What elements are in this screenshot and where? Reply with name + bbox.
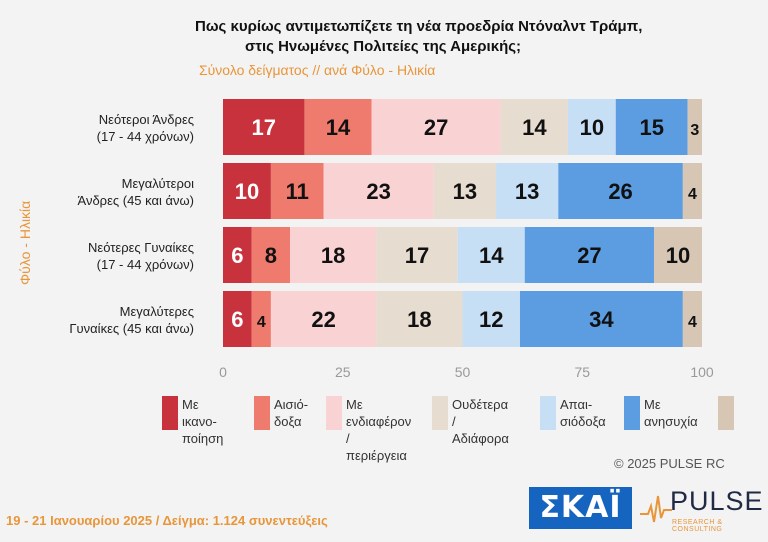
bar-segment — [524, 227, 655, 283]
bar-segment — [615, 99, 688, 155]
data-label: 6 — [231, 243, 243, 268]
legend-swatch — [326, 396, 342, 430]
x-tick-label: 25 — [335, 364, 351, 380]
legend-label: Αισιό- δοξα — [274, 397, 309, 429]
stacked-bar-chart: Νεότεροι Άνδρες (17 - 44 χρόνων) Μεγαλύτερ… — [69, 99, 714, 380]
survey-footer: 19 - 21 Ιανουαρίου 2025 / Δείγμα: 1.124 … — [6, 513, 328, 528]
data-label: 6 — [231, 307, 243, 332]
legend-label: Ουδέτερα / Αδιάφορα — [452, 397, 509, 446]
data-label: 4 — [257, 314, 266, 331]
bar-segment — [290, 227, 377, 283]
bar-segment — [457, 227, 525, 283]
data-label: 10 — [666, 243, 690, 268]
legend-label: Με ενδιαφέρον / περιέργεια — [346, 397, 412, 463]
bar-segment — [433, 163, 497, 219]
legend-swatch — [254, 396, 270, 430]
bar-segment — [654, 227, 702, 283]
legend-swatch — [624, 396, 640, 430]
pulse-wave-icon — [640, 495, 672, 523]
pulse-logo-subtext: RESEARCH & CONSULTING — [672, 519, 723, 533]
chart-title-line1: Πως κυρίως αντιμετωπίζετε τη νέα προεδρί… — [195, 18, 643, 35]
x-tick-label: 50 — [455, 364, 471, 380]
data-label: 27 — [424, 115, 448, 140]
data-label: 10 — [580, 115, 604, 140]
legend-swatch — [540, 396, 556, 430]
bar-segment — [323, 163, 434, 219]
bar-segment — [223, 227, 252, 283]
bar-segment — [223, 291, 252, 347]
chart-title: Πως κυρίως αντιμετωπίζετε τη νέα προεδρί… — [195, 17, 642, 57]
chart-legend: Με ικανο- ποίηση Αισιό- δοξα Με ενδιαφέρον… — [162, 396, 742, 463]
data-label: 4 — [688, 314, 697, 331]
bar-segment — [304, 99, 372, 155]
legend-swatch — [432, 396, 448, 430]
data-label: 8 — [265, 243, 277, 268]
category-label: Νεότερες Γυναίκες (17 - 44 χρόνων) — [88, 240, 194, 272]
bar-segment — [558, 163, 683, 219]
data-label: 10 — [235, 179, 259, 204]
legend-label: Με ανησυχία — [644, 397, 698, 429]
bar-segment — [223, 163, 271, 219]
data-label: 22 — [311, 307, 335, 332]
bar-segment — [376, 227, 458, 283]
data-label: 13 — [515, 179, 539, 204]
data-label: 13 — [453, 179, 477, 204]
bar-segment — [251, 227, 291, 283]
legend-swatch — [718, 396, 734, 430]
chart-subtitle: Σύνολο δείγματος // ανά Φύλο - Ηλικία — [199, 62, 436, 78]
data-label: 14 — [522, 115, 547, 140]
bar-segment — [462, 291, 520, 347]
bar-segment — [687, 99, 702, 155]
data-label: 23 — [366, 179, 390, 204]
data-label: 14 — [326, 115, 351, 140]
x-tick-label: 75 — [574, 364, 590, 380]
data-label: 3 — [690, 122, 699, 139]
x-tick-label: 100 — [690, 364, 714, 380]
data-label: 17 — [405, 243, 429, 268]
data-label: 15 — [639, 115, 663, 140]
data-label: 12 — [479, 307, 503, 332]
bar-segment — [682, 163, 702, 219]
category-label: Νεότεροι Άνδρες (17 - 44 χρόνων) — [97, 112, 194, 144]
bar-segment — [223, 99, 305, 155]
bar-segment — [567, 99, 616, 155]
bar-segment — [682, 291, 702, 347]
legend-label: Απαι- σιόδοξα — [560, 397, 606, 429]
data-label: 34 — [589, 307, 614, 332]
copyright-text: © 2025 PULSE RC — [614, 456, 725, 471]
pulse-logo: PULSE RESEARCH & CONSULTING — [640, 486, 764, 533]
bar-segment — [371, 99, 501, 155]
data-label: 18 — [321, 243, 345, 268]
skai-logo: ΣΚΑΪ — [529, 487, 632, 529]
data-label: 18 — [407, 307, 431, 332]
category-label: Μεγαλύτερες Γυναίκες (45 και άνω) — [69, 304, 194, 336]
bar-segment — [270, 163, 324, 219]
legend-label: Με ικανο- ποίηση — [182, 397, 224, 446]
x-tick-label: 0 — [219, 364, 227, 380]
legend-swatch — [162, 396, 178, 430]
bar-segment — [376, 291, 463, 347]
data-label: 4 — [688, 186, 697, 203]
data-label: 17 — [251, 115, 275, 140]
bar-segment — [251, 291, 271, 347]
bar-segment — [519, 291, 683, 347]
bar-segment — [500, 99, 568, 155]
bar-segment — [496, 163, 559, 219]
category-label: Μεγαλύτεροι Άνδρες (45 και άνω) — [78, 176, 195, 208]
data-label: 27 — [577, 243, 601, 268]
data-label: 26 — [608, 179, 632, 204]
pulse-logo-text: PULSE — [670, 486, 764, 516]
bar-segment — [270, 291, 377, 347]
chart-title-line2: στις Ηνωμένες Πολιτείες της Αμερικής; — [245, 38, 522, 55]
data-label: 14 — [479, 243, 504, 268]
data-label: 11 — [286, 179, 309, 204]
